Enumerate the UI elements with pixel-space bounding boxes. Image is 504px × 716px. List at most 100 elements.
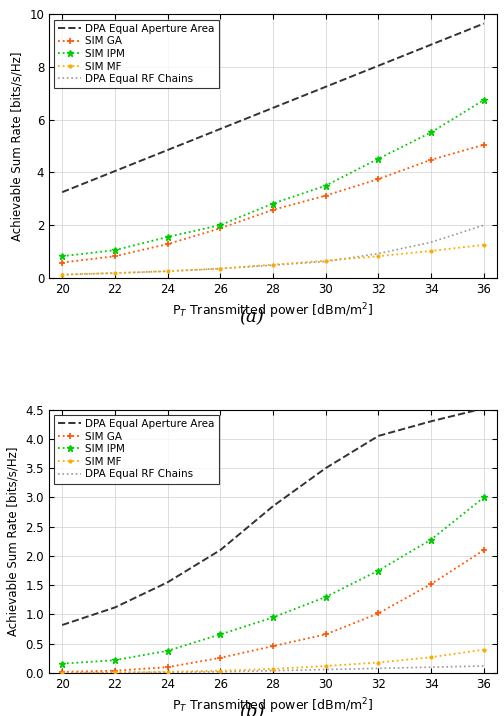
DPA Equal Aperture Area bbox=[270, 104, 276, 112]
DPA Equal Aperture Area bbox=[428, 40, 434, 49]
SIM MF bbox=[323, 662, 329, 670]
SIM MF bbox=[165, 667, 171, 676]
SIM GA bbox=[112, 252, 118, 261]
SIM GA bbox=[270, 205, 276, 214]
Line: SIM GA: SIM GA bbox=[58, 546, 487, 675]
SIM MF bbox=[270, 261, 276, 269]
DPA Equal RF Chains bbox=[165, 267, 171, 276]
SIM MF bbox=[323, 256, 329, 265]
DPA Equal Aperture Area bbox=[481, 404, 487, 412]
Line: SIM IPM: SIM IPM bbox=[58, 97, 487, 260]
DPA Equal Aperture Area bbox=[217, 125, 223, 133]
DPA Equal RF Chains bbox=[481, 662, 487, 670]
DPA Equal Aperture Area bbox=[375, 432, 382, 440]
Line: DPA Equal RF Chains: DPA Equal RF Chains bbox=[62, 225, 484, 275]
SIM IPM bbox=[375, 566, 382, 575]
SIM GA bbox=[112, 667, 118, 675]
SIM GA bbox=[481, 546, 487, 554]
DPA Equal RF Chains bbox=[428, 663, 434, 672]
Text: (a): (a) bbox=[239, 308, 265, 326]
SIM IPM bbox=[481, 493, 487, 502]
SIM MF bbox=[428, 246, 434, 255]
DPA Equal Aperture Area bbox=[59, 188, 65, 196]
Y-axis label: Achievable Sum Rate [bits/s/Hz]: Achievable Sum Rate [bits/s/Hz] bbox=[11, 52, 24, 241]
SIM GA bbox=[323, 191, 329, 200]
SIM IPM bbox=[270, 199, 276, 208]
SIM IPM bbox=[165, 647, 171, 655]
DPA Equal Aperture Area bbox=[375, 62, 382, 70]
DPA Equal Aperture Area bbox=[481, 19, 487, 28]
SIM MF bbox=[165, 267, 171, 276]
SIM IPM bbox=[428, 128, 434, 137]
SIM MF bbox=[481, 645, 487, 654]
Text: (b): (b) bbox=[239, 703, 265, 716]
SIM GA bbox=[165, 240, 171, 248]
DPA Equal RF Chains bbox=[217, 264, 223, 273]
DPA Equal Aperture Area bbox=[112, 167, 118, 175]
DPA Equal Aperture Area bbox=[165, 146, 171, 155]
DPA Equal RF Chains bbox=[270, 261, 276, 269]
SIM GA bbox=[165, 663, 171, 672]
Line: SIM GA: SIM GA bbox=[58, 141, 487, 266]
X-axis label: P$_T$ Transmitted power [dBm/m$^2$]: P$_T$ Transmitted power [dBm/m$^2$] bbox=[172, 697, 374, 716]
SIM GA bbox=[59, 667, 65, 676]
SIM MF bbox=[59, 271, 65, 279]
SIM MF bbox=[217, 667, 223, 675]
DPA Equal RF Chains bbox=[112, 668, 118, 677]
Y-axis label: Achievable Sum Rate [bits/s/Hz]: Achievable Sum Rate [bits/s/Hz] bbox=[7, 447, 20, 636]
SIM IPM bbox=[481, 96, 487, 105]
Line: DPA Equal RF Chains: DPA Equal RF Chains bbox=[62, 666, 484, 673]
DPA Equal RF Chains bbox=[59, 271, 65, 279]
DPA Equal RF Chains bbox=[270, 667, 276, 675]
SIM GA bbox=[375, 609, 382, 618]
DPA Equal RF Chains bbox=[481, 221, 487, 229]
SIM IPM bbox=[112, 246, 118, 254]
SIM IPM bbox=[59, 659, 65, 668]
SIM GA bbox=[323, 630, 329, 639]
DPA Equal RF Chains bbox=[428, 238, 434, 246]
X-axis label: P$_T$ Transmitted power [dBm/m$^2$]: P$_T$ Transmitted power [dBm/m$^2$] bbox=[172, 301, 374, 321]
DPA Equal Aperture Area bbox=[428, 417, 434, 425]
DPA Equal Aperture Area bbox=[323, 464, 329, 473]
SIM GA bbox=[217, 224, 223, 233]
DPA Equal Aperture Area bbox=[59, 621, 65, 629]
Line: DPA Equal Aperture Area: DPA Equal Aperture Area bbox=[62, 24, 484, 192]
SIM MF bbox=[270, 664, 276, 673]
DPA Equal RF Chains bbox=[59, 669, 65, 677]
DPA Equal RF Chains bbox=[375, 249, 382, 258]
SIM MF bbox=[375, 252, 382, 261]
Line: DPA Equal Aperture Area: DPA Equal Aperture Area bbox=[62, 408, 484, 625]
DPA Equal Aperture Area bbox=[323, 82, 329, 91]
DPA Equal RF Chains bbox=[165, 668, 171, 677]
Line: SIM IPM: SIM IPM bbox=[58, 494, 487, 667]
SIM GA bbox=[270, 642, 276, 650]
SIM GA bbox=[375, 175, 382, 183]
SIM IPM bbox=[112, 656, 118, 664]
SIM MF bbox=[59, 669, 65, 677]
SIM MF bbox=[481, 241, 487, 249]
DPA Equal RF Chains bbox=[323, 665, 329, 674]
SIM IPM bbox=[59, 252, 65, 261]
SIM MF bbox=[112, 668, 118, 677]
SIM IPM bbox=[217, 221, 223, 229]
DPA Equal RF Chains bbox=[323, 257, 329, 266]
SIM IPM bbox=[428, 536, 434, 544]
Line: SIM MF: SIM MF bbox=[59, 647, 487, 675]
Legend: DPA Equal Aperture Area, SIM GA, SIM IPM, SIM MF, DPA Equal RF Chains: DPA Equal Aperture Area, SIM GA, SIM IPM… bbox=[54, 19, 219, 88]
SIM IPM bbox=[375, 155, 382, 163]
DPA Equal Aperture Area bbox=[270, 502, 276, 511]
SIM IPM bbox=[323, 593, 329, 601]
SIM MF bbox=[428, 653, 434, 662]
SIM GA bbox=[428, 155, 434, 164]
SIM MF bbox=[217, 264, 223, 273]
DPA Equal Aperture Area bbox=[112, 603, 118, 611]
DPA Equal RF Chains bbox=[375, 664, 382, 672]
DPA Equal Aperture Area bbox=[165, 578, 171, 586]
DPA Equal RF Chains bbox=[112, 268, 118, 277]
SIM MF bbox=[375, 658, 382, 667]
DPA Equal RF Chains bbox=[217, 667, 223, 676]
SIM GA bbox=[481, 140, 487, 149]
SIM GA bbox=[217, 654, 223, 662]
SIM IPM bbox=[217, 630, 223, 639]
SIM GA bbox=[428, 580, 434, 589]
